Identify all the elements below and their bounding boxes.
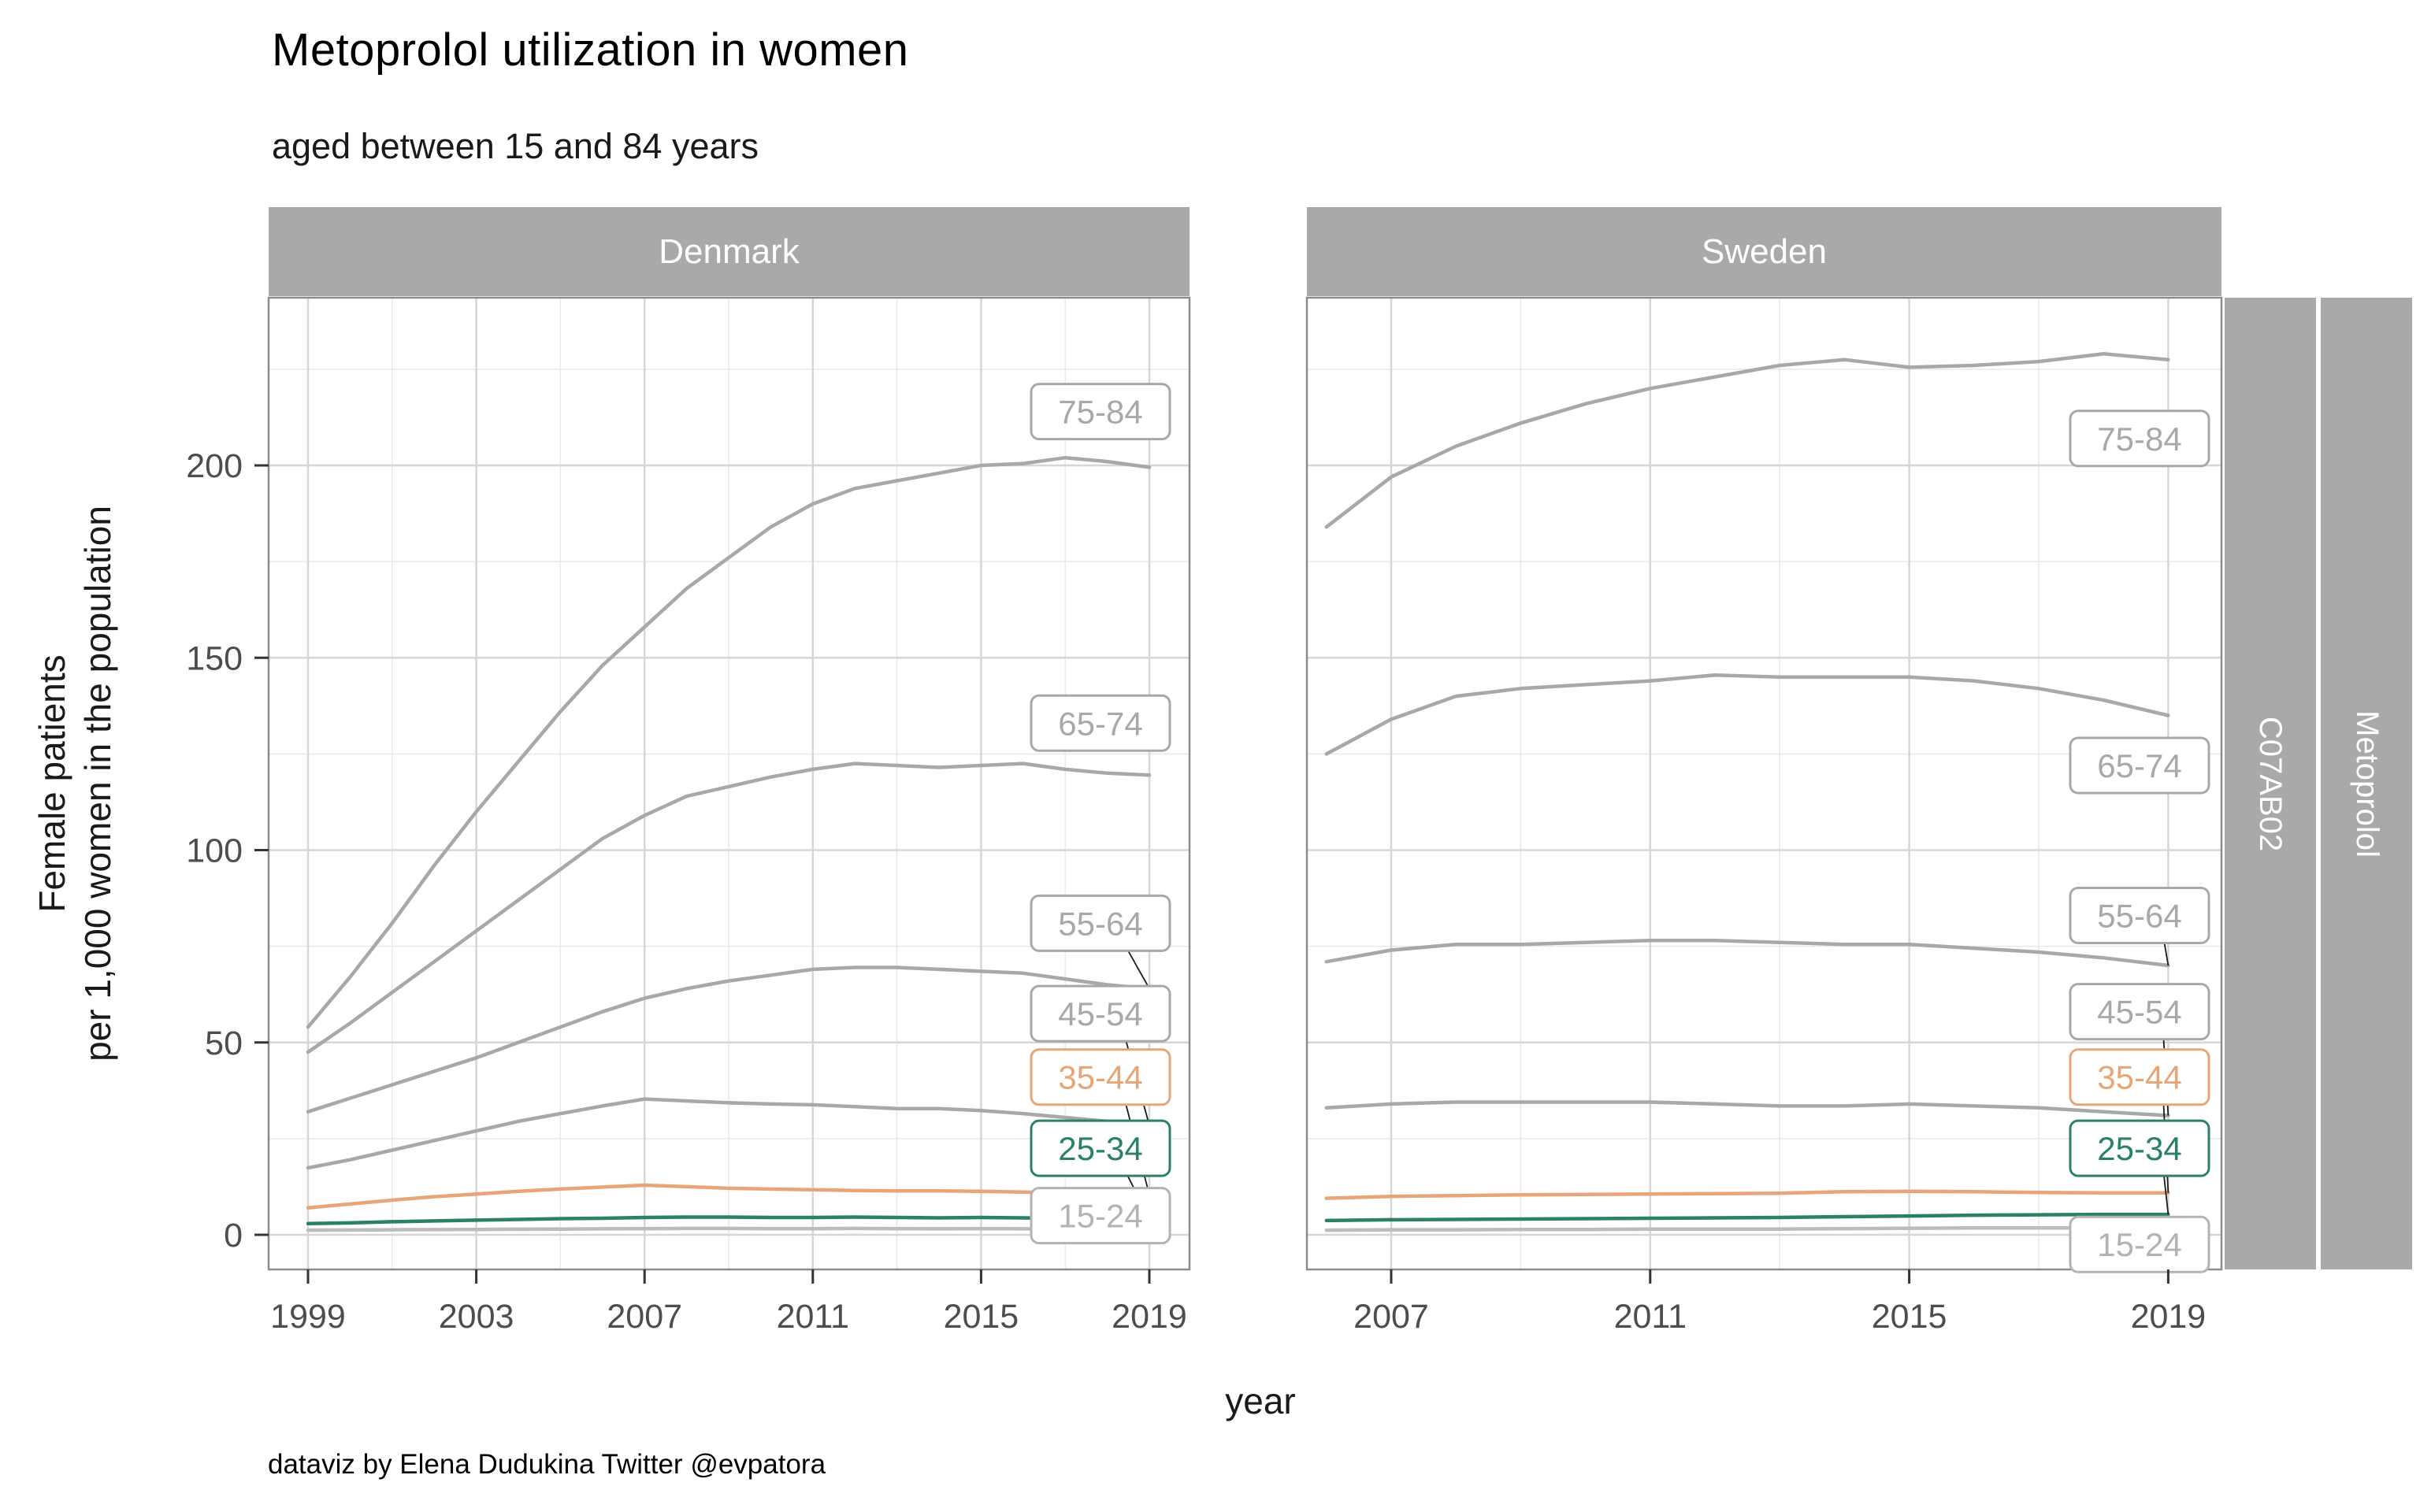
y-tick-label-0: 0: [224, 1217, 243, 1254]
y-tick-label-100: 100: [186, 832, 243, 870]
series-label-25-34-denmark: 25-34: [1058, 1130, 1142, 1167]
series-line-65-74-sweden: [1324, 673, 2170, 756]
series-label-box-65-74-denmark: [1030, 694, 1171, 752]
series-label-45-54-denmark: 45-54: [1058, 995, 1142, 1032]
series-line-25-34-sweden: [1324, 1212, 2170, 1223]
series-label-35-44-sweden: 35-44: [2097, 1059, 2181, 1096]
y-axis-title-line2: per 1,000 women in the population: [77, 506, 118, 1062]
series-label-55-64-sweden: 55-64: [2097, 898, 2181, 935]
series-label-box-35-44-denmark: [1030, 1048, 1171, 1106]
series-line-15-24-sweden: [1324, 1225, 2170, 1232]
series-label-box-25-34-sweden: [2069, 1119, 2210, 1177]
series-line-75-84-denmark: [306, 455, 1152, 1029]
x-tick-label-2007: 2007: [1353, 1298, 1429, 1336]
series-label-box-75-84-denmark: [1030, 383, 1171, 441]
series-label-65-74-sweden: 65-74: [2097, 747, 2181, 784]
series-line-15-24-denmark: [306, 1226, 1152, 1232]
series-label-75-84-sweden: 75-84: [2097, 421, 2181, 458]
x-tick-label-2007: 2007: [607, 1298, 682, 1336]
x-tick-label-2011: 2011: [777, 1298, 849, 1336]
series-label-75-84-denmark: 75-84: [1058, 394, 1142, 431]
y-tick-label-50: 50: [205, 1025, 243, 1062]
facet-strip-sweden-label: Sweden: [1701, 232, 1827, 271]
series-label-box-45-54-denmark: [1030, 984, 1171, 1043]
series-label-box-65-74-sweden: [2069, 736, 2210, 795]
series-line-35-44-sweden: [1324, 1189, 2170, 1200]
series-line-65-74-denmark: [306, 762, 1152, 1054]
y-axis-title-line1: Female patients: [32, 654, 72, 913]
series-label-15-24-sweden: 15-24: [2097, 1226, 2181, 1263]
series-label-box-55-64-sweden: [2069, 887, 2210, 945]
series-line-45-54-sweden: [1324, 1100, 2170, 1117]
x-tick-label-2019: 2019: [1112, 1298, 1187, 1336]
chart-subtitle: aged between 15 and 84 years: [272, 126, 759, 166]
series-label-box-45-54-sweden: [2069, 983, 2210, 1041]
panel-border-sweden: [1305, 296, 2223, 1271]
series-label-15-24-denmark: 15-24: [1058, 1198, 1142, 1235]
chart-caption: dataviz by Elena Dudukina Twitter @evpat…: [268, 1449, 826, 1480]
y-tick-label-150: 150: [186, 639, 243, 677]
x-tick-label-2015: 2015: [1872, 1298, 1947, 1336]
series-label-55-64-denmark: 55-64: [1058, 905, 1142, 942]
x-tick-label-1999: 1999: [270, 1298, 346, 1336]
series-label-65-74-denmark: 65-74: [1058, 705, 1142, 742]
series-line-45-54-denmark: [306, 1097, 1152, 1170]
y-tick-label-200: 200: [186, 447, 243, 485]
series-label-45-54-sweden: 45-54: [2097, 994, 2181, 1031]
x-tick-label-2003: 2003: [439, 1298, 514, 1336]
series-label-25-34-sweden: 25-34: [2097, 1130, 2181, 1167]
series-line-25-34-denmark: [306, 1215, 1152, 1226]
series-label-box-15-24-denmark: [1030, 1187, 1171, 1245]
series-label-box-55-64-denmark: [1030, 894, 1171, 952]
panel-border-denmark: [267, 296, 1191, 1271]
series-line-35-44-denmark: [306, 1183, 1152, 1210]
series-label-box-25-34-denmark: [1030, 1119, 1171, 1177]
x-tick-label-2011: 2011: [1614, 1298, 1687, 1336]
x-tick-label-2015: 2015: [944, 1298, 1019, 1336]
series-line-75-84-sweden: [1324, 352, 2170, 529]
series-line-55-64-denmark: [306, 965, 1152, 1114]
facet-strip-denmark-label: Denmark: [659, 232, 800, 271]
series-label-box-15-24-sweden: [2069, 1215, 2210, 1273]
series-label-box-35-44-sweden: [2069, 1048, 2210, 1106]
facet-strip-atc-code: C07AB02: [2225, 298, 2316, 1269]
series-line-55-64-sweden: [1324, 939, 2170, 968]
facet-strip-denmark: Denmark: [269, 207, 1190, 296]
x-axis-title: year: [1225, 1380, 1296, 1421]
facet-strip-drug-name: Metoprolol: [2321, 298, 2412, 1269]
series-label-box-75-84-sweden: [2069, 410, 2210, 468]
x-tick-label-2019: 2019: [2131, 1298, 2207, 1336]
series-label-35-44-denmark: 35-44: [1058, 1059, 1142, 1096]
facet-strip-sweden: Sweden: [1307, 207, 2221, 296]
chart-title: Metoprolol utilization in women: [272, 24, 909, 76]
